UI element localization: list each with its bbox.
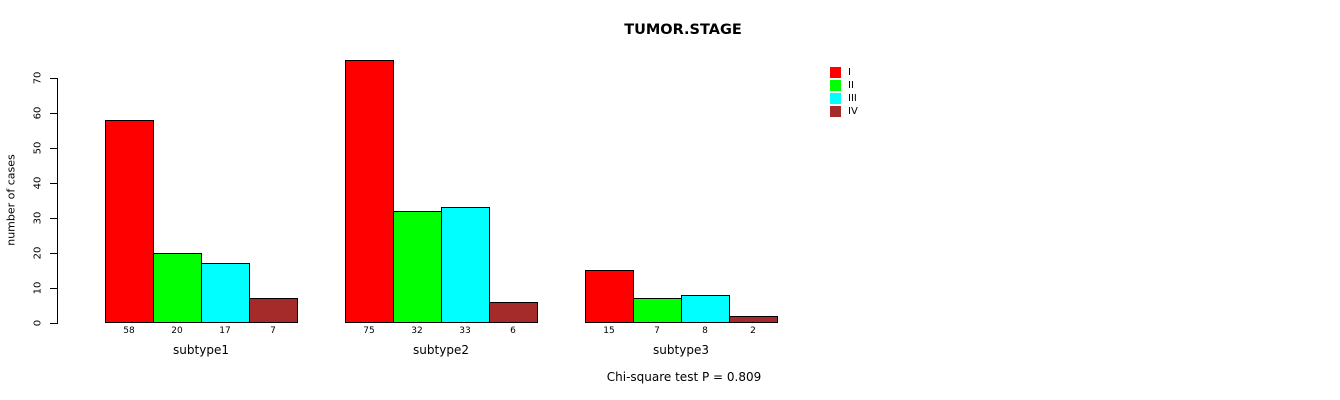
legend-swatch-IV — [830, 106, 841, 117]
category-label-subtype2: subtype2 — [413, 343, 469, 357]
y-axis-tick — [50, 288, 57, 289]
legend-label-III: III — [848, 93, 857, 104]
bar-value-label: 33 — [459, 326, 471, 336]
bar-value-label: 7 — [270, 326, 276, 336]
bar-value-label: 8 — [702, 326, 708, 336]
y-axis-tick — [50, 113, 57, 114]
bar-value-label: 15 — [603, 326, 615, 336]
y-axis-tick-label: 20 — [32, 246, 44, 260]
bar-subtype3-stage-II — [633, 298, 682, 323]
legend-label-IV: IV — [848, 106, 858, 117]
bar-value-label: 2 — [750, 326, 756, 336]
y-axis-tick — [50, 253, 57, 254]
chi-square-note: Chi-square test P = 0.809 — [606, 370, 762, 384]
chart-title: TUMOR.STAGE — [624, 22, 742, 38]
legend-label-I: I — [848, 67, 851, 78]
y-axis-tick-label: 10 — [32, 281, 44, 295]
category-label-subtype1: subtype1 — [173, 343, 229, 357]
bar-subtype3-stage-I — [585, 270, 634, 323]
legend-label-II: II — [848, 80, 854, 91]
y-axis-tick-label: 30 — [32, 211, 44, 225]
y-axis-tick-label: 60 — [32, 106, 44, 120]
y-axis-tick — [50, 78, 57, 79]
bar-value-label: 7 — [654, 326, 660, 336]
bar-subtype2-stage-I — [345, 60, 394, 323]
bar-value-label: 75 — [363, 326, 375, 336]
bar-value-label: 17 — [219, 326, 231, 336]
y-axis-tick — [50, 218, 57, 219]
bar-subtype1-stage-II — [153, 253, 202, 323]
legend-swatch-I — [830, 67, 841, 78]
y-axis-tick-label: 0 — [32, 319, 44, 327]
legend-swatch-III — [830, 93, 841, 104]
bar-subtype2-stage-IV — [489, 302, 538, 323]
bar-value-label: 20 — [171, 326, 183, 336]
category-label-subtype3: subtype3 — [653, 343, 709, 357]
bar-value-label: 6 — [510, 326, 516, 336]
y-axis-tick — [50, 323, 57, 324]
legend-swatch-II — [830, 80, 841, 91]
bar-subtype3-stage-IV — [729, 316, 778, 323]
bar-subtype1-stage-III — [201, 263, 250, 323]
y-axis-line — [57, 78, 58, 324]
bar-value-label: 58 — [123, 326, 135, 336]
y-axis-tick — [50, 183, 57, 184]
y-axis-tick — [50, 148, 57, 149]
bar-subtype2-stage-III — [441, 207, 490, 323]
bar-subtype1-stage-IV — [249, 298, 298, 323]
y-axis-tick-label: 40 — [32, 176, 44, 190]
bar-subtype1-stage-I — [105, 120, 154, 323]
bar-subtype2-stage-II — [393, 211, 442, 323]
y-axis-tick-label: 70 — [32, 71, 44, 85]
y-axis-title: number of cases — [4, 154, 18, 246]
bar-value-label: 32 — [411, 326, 423, 336]
bar-subtype3-stage-III — [681, 295, 730, 323]
y-axis-tick-label: 50 — [32, 141, 44, 155]
